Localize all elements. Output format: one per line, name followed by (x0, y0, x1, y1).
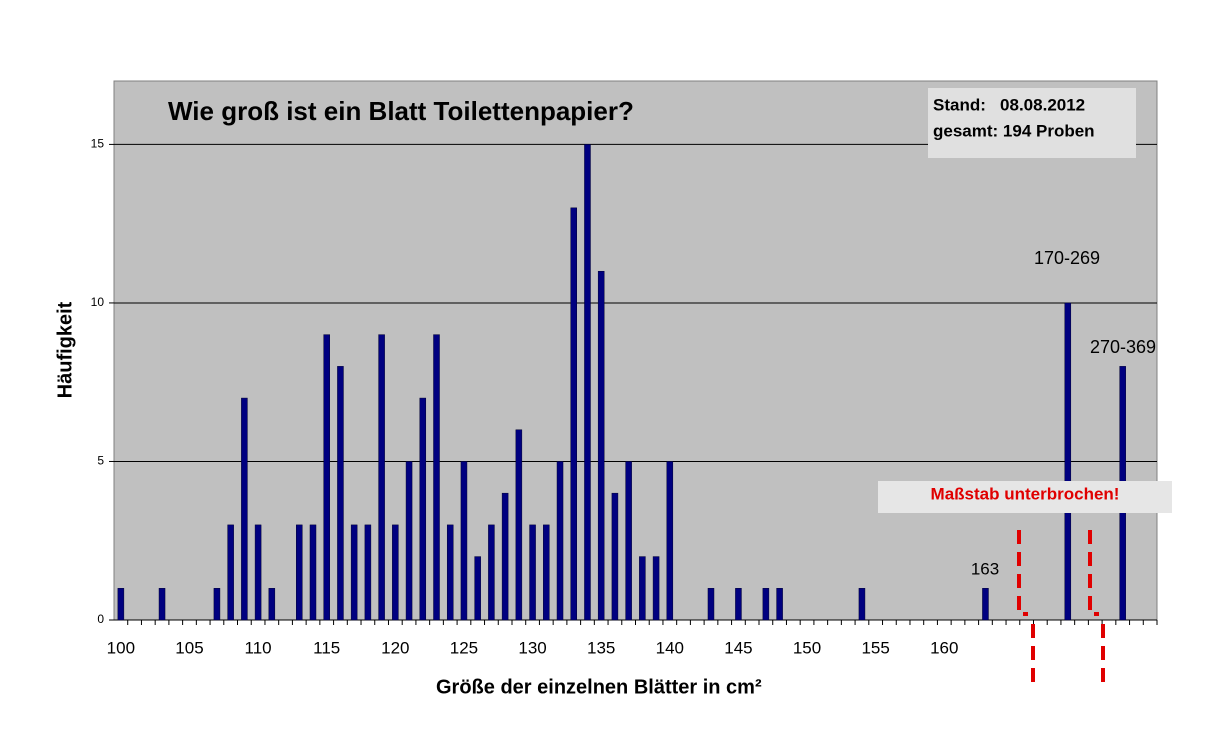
bar (735, 588, 742, 621)
bar (158, 588, 166, 621)
y-tick-label: 5 (97, 454, 104, 468)
info-box (928, 88, 1136, 158)
bar (611, 492, 619, 621)
bar (707, 588, 715, 621)
bar (858, 588, 866, 621)
y-tick-label: 0 (97, 612, 104, 626)
bar (776, 588, 783, 621)
x-axis-label: Größe der einzelnen Blätter in cm² (436, 676, 762, 698)
bar (254, 524, 262, 621)
x-tick-label: 135 (587, 638, 615, 657)
x-tick-label: 150 (793, 638, 821, 657)
bar (227, 524, 234, 621)
y-tick-label: 10 (91, 295, 105, 309)
bar (529, 524, 536, 621)
x-tick-label: 115 (313, 638, 340, 657)
bar (117, 588, 125, 621)
break-note: Maßstab unterbrochen! (931, 484, 1120, 503)
break-mark (1088, 530, 1105, 690)
chart-title: Wie groß ist ein Blatt Toilettenpapier? (168, 96, 634, 126)
bar (378, 334, 385, 621)
bar (639, 556, 646, 621)
bar (474, 556, 481, 621)
bar (666, 461, 674, 621)
bar (625, 461, 632, 621)
bar (597, 270, 605, 621)
x-tick-label: 140 (656, 638, 684, 657)
bar (309, 524, 317, 621)
break-box (878, 481, 1172, 513)
annotation: 270-369 (1090, 337, 1156, 357)
bar (213, 588, 221, 621)
x-tick-label: 130 (518, 638, 546, 657)
bar (501, 492, 509, 621)
bar (405, 461, 413, 621)
bar (1064, 302, 1072, 621)
bar (296, 524, 303, 621)
bar (652, 556, 660, 621)
x-tick-label: 125 (450, 638, 478, 657)
info-count: gesamt: 194 Proben (933, 121, 1095, 140)
x-tick-label: 160 (930, 638, 958, 657)
bar (556, 461, 564, 621)
bar (433, 334, 440, 621)
plot-area (113, 80, 1158, 621)
bar (762, 588, 770, 621)
bar (241, 397, 248, 621)
bar (570, 207, 577, 621)
bar (584, 144, 591, 621)
x-tick-label: 100 (107, 638, 135, 657)
bar (515, 429, 523, 621)
bar (350, 524, 358, 621)
bar (364, 524, 372, 621)
x-tick-label: 105 (175, 638, 203, 657)
bar (446, 524, 454, 621)
bar (460, 461, 468, 621)
y-tick-label: 15 (91, 137, 105, 151)
bar (268, 588, 276, 621)
bar (337, 366, 344, 621)
bar (543, 524, 550, 621)
bar (982, 588, 989, 621)
x-tick-label: 120 (381, 638, 409, 657)
bar (488, 524, 495, 621)
bar (419, 397, 427, 621)
bar (392, 524, 399, 621)
info-date: Stand: 08.08.2012 (933, 95, 1085, 114)
break-mark (1017, 530, 1035, 690)
x-tick-label: 110 (245, 638, 272, 657)
bar (323, 334, 330, 621)
x-tick-label: 145 (724, 638, 752, 657)
annotation: 163 (971, 559, 999, 578)
y-axis-label: Häufigkeit (54, 301, 76, 398)
annotation: 170-269 (1034, 248, 1100, 268)
x-tick-label: 155 (861, 638, 889, 657)
